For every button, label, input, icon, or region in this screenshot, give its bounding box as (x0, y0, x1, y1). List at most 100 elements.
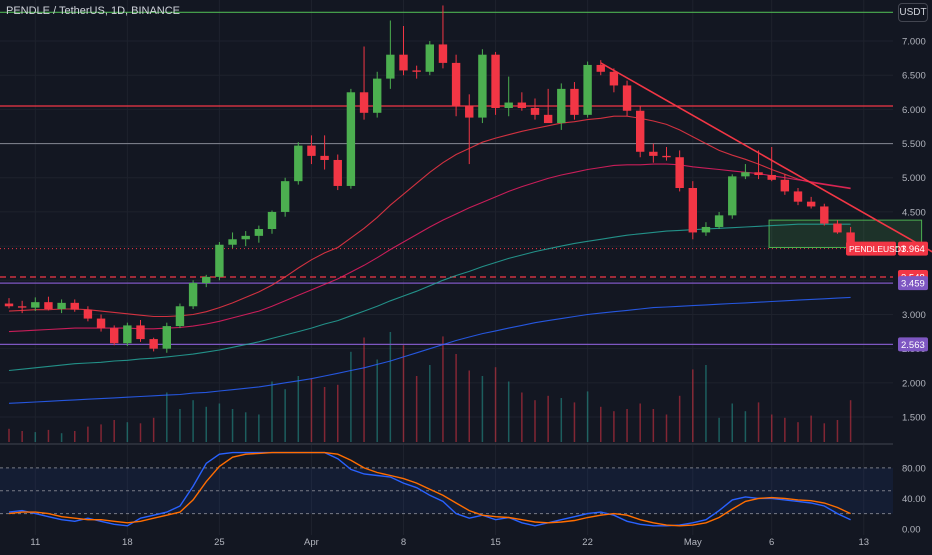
candle-body (83, 309, 93, 319)
volume-bar (836, 420, 839, 442)
candle-body (123, 325, 132, 344)
candle (386, 20, 395, 89)
volume-bar (784, 417, 786, 442)
volume-bar (87, 426, 89, 442)
volume-bar (74, 431, 76, 442)
candle-body (228, 239, 237, 245)
candle-body (4, 303, 14, 307)
volume-bar (284, 389, 286, 442)
volume-bar (310, 378, 313, 442)
volume-bar (376, 359, 378, 442)
volume-bar (100, 424, 102, 442)
candle (728, 174, 737, 219)
candle-body (294, 145, 303, 182)
candle-body (570, 88, 579, 115)
price-label-text: 3.964 (901, 244, 925, 255)
moving-average-line (8, 115, 851, 318)
candle-body (780, 179, 790, 192)
volume-bar (678, 395, 681, 442)
volume-bar (350, 351, 352, 442)
price-tick-label: 1.500 (902, 413, 926, 424)
volume-bar (297, 376, 300, 442)
price-tick-label: 4.500 (902, 207, 926, 218)
volume-bar (652, 409, 655, 442)
candle-body (188, 283, 198, 307)
candle (793, 188, 803, 206)
candle-body (175, 306, 185, 327)
candle (149, 337, 158, 352)
volume-bar (113, 420, 115, 442)
candle-body (543, 114, 553, 124)
candle-body (31, 302, 40, 308)
volume-bar (797, 422, 799, 442)
time-tick-label: 22 (582, 537, 593, 548)
time-tick-label: 13 (858, 537, 869, 548)
candle-body (307, 145, 316, 156)
candle-body (162, 326, 171, 349)
candle-body (767, 175, 776, 180)
candle (4, 298, 14, 309)
candle (44, 296, 53, 311)
volume-bar (442, 336, 444, 442)
candle-body (754, 172, 763, 176)
volume-bar (60, 433, 63, 442)
candle-body (149, 339, 158, 349)
price-label: 2.563 (898, 337, 928, 352)
volume-bar (152, 417, 155, 442)
candle (451, 54, 461, 117)
candle-body (215, 244, 224, 277)
candle-body (333, 159, 342, 186)
candle-body (96, 318, 106, 329)
candle (609, 68, 619, 93)
currency-button[interactable]: USDT (898, 3, 928, 22)
volume-bar (521, 392, 523, 442)
candle-body (17, 306, 27, 308)
volume-bar (507, 381, 510, 442)
candle-body (254, 229, 264, 236)
volume-bar (494, 367, 497, 442)
volume-bar (731, 403, 733, 442)
volume-bar (586, 391, 589, 442)
volume-bar (389, 332, 392, 442)
price-tick-label: 5.500 (902, 139, 926, 150)
candle-body (530, 108, 540, 115)
volume-bar (810, 415, 812, 442)
candle (110, 325, 119, 346)
candle-body (451, 62, 461, 106)
candle-body (793, 191, 803, 202)
volume-bar (205, 406, 207, 442)
volume-bar (139, 423, 142, 442)
candle-body (609, 71, 619, 86)
volume-bar (166, 392, 168, 442)
candle (307, 135, 316, 165)
volume-bar (639, 403, 641, 442)
candle (649, 143, 658, 163)
volume-bar (47, 429, 50, 442)
candle (806, 196, 816, 209)
candle (662, 146, 671, 161)
candle (267, 210, 277, 234)
volume-bar (770, 414, 773, 442)
candle (688, 181, 697, 240)
candle-body (320, 155, 329, 160)
volume-bar (429, 365, 431, 442)
volume-bar (744, 411, 747, 442)
time-tick-label: 18 (122, 537, 133, 548)
candle (280, 177, 290, 217)
candle-body (491, 54, 500, 109)
candle (188, 280, 198, 310)
candle-body (359, 92, 369, 113)
candle-body (465, 105, 474, 118)
price-label-box (898, 241, 928, 256)
candle-body (806, 201, 816, 207)
volume-bar (363, 337, 365, 442)
candle (491, 51, 500, 115)
candle (215, 242, 224, 281)
price-label-box (898, 276, 928, 291)
horizontal-lines (0, 11, 893, 345)
candle-body (57, 302, 66, 310)
volume-bar (757, 402, 760, 442)
candle-body (636, 110, 645, 152)
